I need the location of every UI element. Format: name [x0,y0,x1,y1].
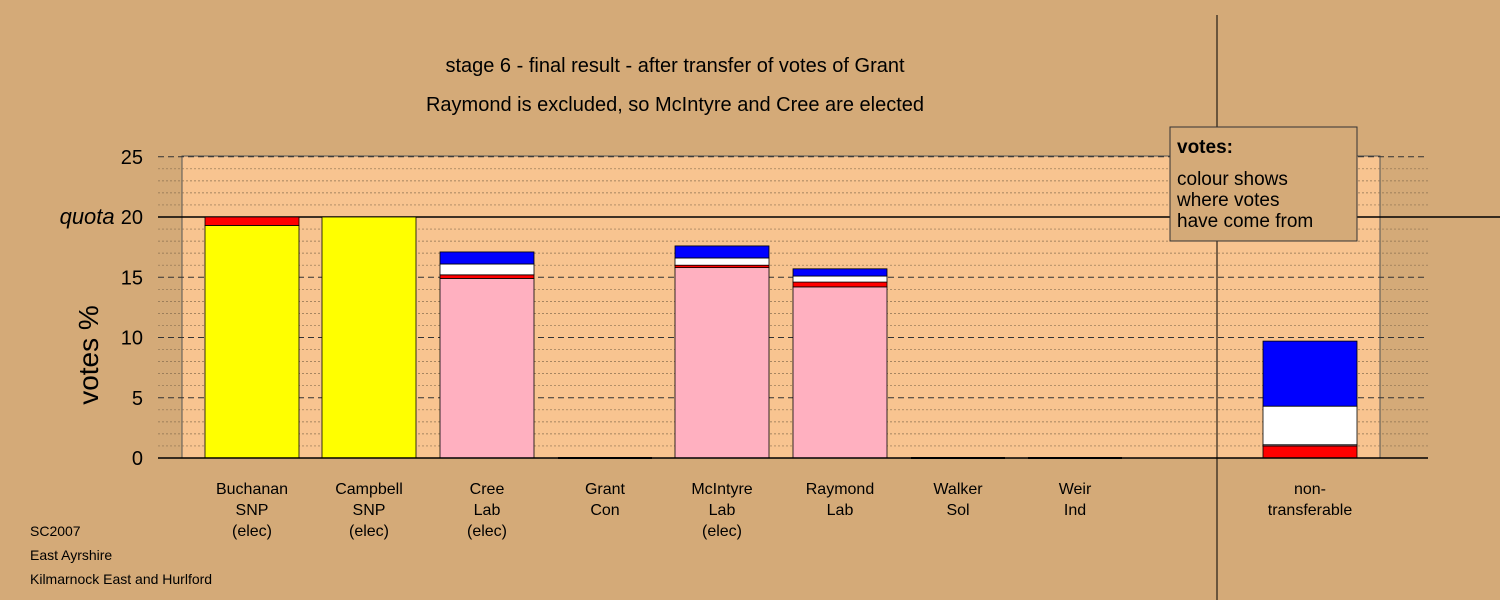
category-label: (elec) [702,523,742,540]
bar-segment [439,263,535,276]
bar-segment [792,275,888,283]
category-label: non- [1294,481,1326,498]
category-label: SNP [236,502,269,519]
y-tick-label: 25 [121,147,143,169]
category-label: Weir [1059,481,1092,498]
category-label: Lab [474,502,501,519]
category-label: Con [590,502,619,519]
bar-segment [1262,405,1358,446]
category-label: (elec) [349,523,389,540]
category-label: Grant [585,481,626,498]
category-label: Buchanan [216,481,288,498]
bar-segment [674,267,770,459]
bar-segment [792,286,888,459]
legend-line-3: have come from [1177,211,1313,232]
category-label: transferable [1268,502,1353,519]
bar-segment [204,216,300,226]
category-label: Ind [1064,502,1086,519]
category-label: Lab [709,502,736,519]
category-label: Lab [827,502,854,519]
bar-segment [792,268,888,277]
footer-line-1: SC2007 [30,523,81,539]
chart-subtitle: Raymond is excluded, so McIntyre and Cre… [426,94,924,116]
bar-segment [674,257,770,266]
category-label: Walker [933,481,983,498]
category-label: (elec) [467,523,507,540]
y-tick-label: 0 [132,448,143,470]
y-tick-label: 15 [121,267,143,289]
legend-line-2: where votes [1176,190,1279,211]
legend-box [1169,126,1358,242]
y-tick-label: 5 [132,388,143,410]
legend: votes: colour shows where votes have com… [1169,126,1358,242]
bar-segment [204,225,300,459]
bar-segment [439,274,535,279]
category-label: (elec) [232,523,272,540]
category-label: Campbell [335,481,403,498]
bar-segment [439,278,535,459]
category-label: Raymond [806,481,874,498]
footer-line-2: East Ayrshire [30,547,112,563]
y-tick-label: 10 [121,328,143,350]
chart-title: stage 6 - final result - after transfer … [445,55,905,77]
legend-title: votes: [1177,137,1233,158]
category-label: Cree [470,481,505,498]
y-axis-label: votes % [73,305,104,405]
y-tick-label: quota 20 [60,204,143,229]
category-label: SNP [353,502,386,519]
bar-segment [321,216,417,459]
footer-notes: SC2007 East Ayrshire Kilmarnock East and… [30,523,212,587]
category-label: McIntyre [691,481,752,498]
footer-line-3: Kilmarnock East and Hurlford [30,571,212,587]
bar-segment [674,245,770,259]
bar-segment [439,251,535,265]
legend-line-1: colour shows [1177,169,1288,190]
bar-segment [792,281,888,288]
bar-segment [1262,445,1358,459]
bar-segment [1262,340,1358,407]
category-label: Sol [946,502,969,519]
